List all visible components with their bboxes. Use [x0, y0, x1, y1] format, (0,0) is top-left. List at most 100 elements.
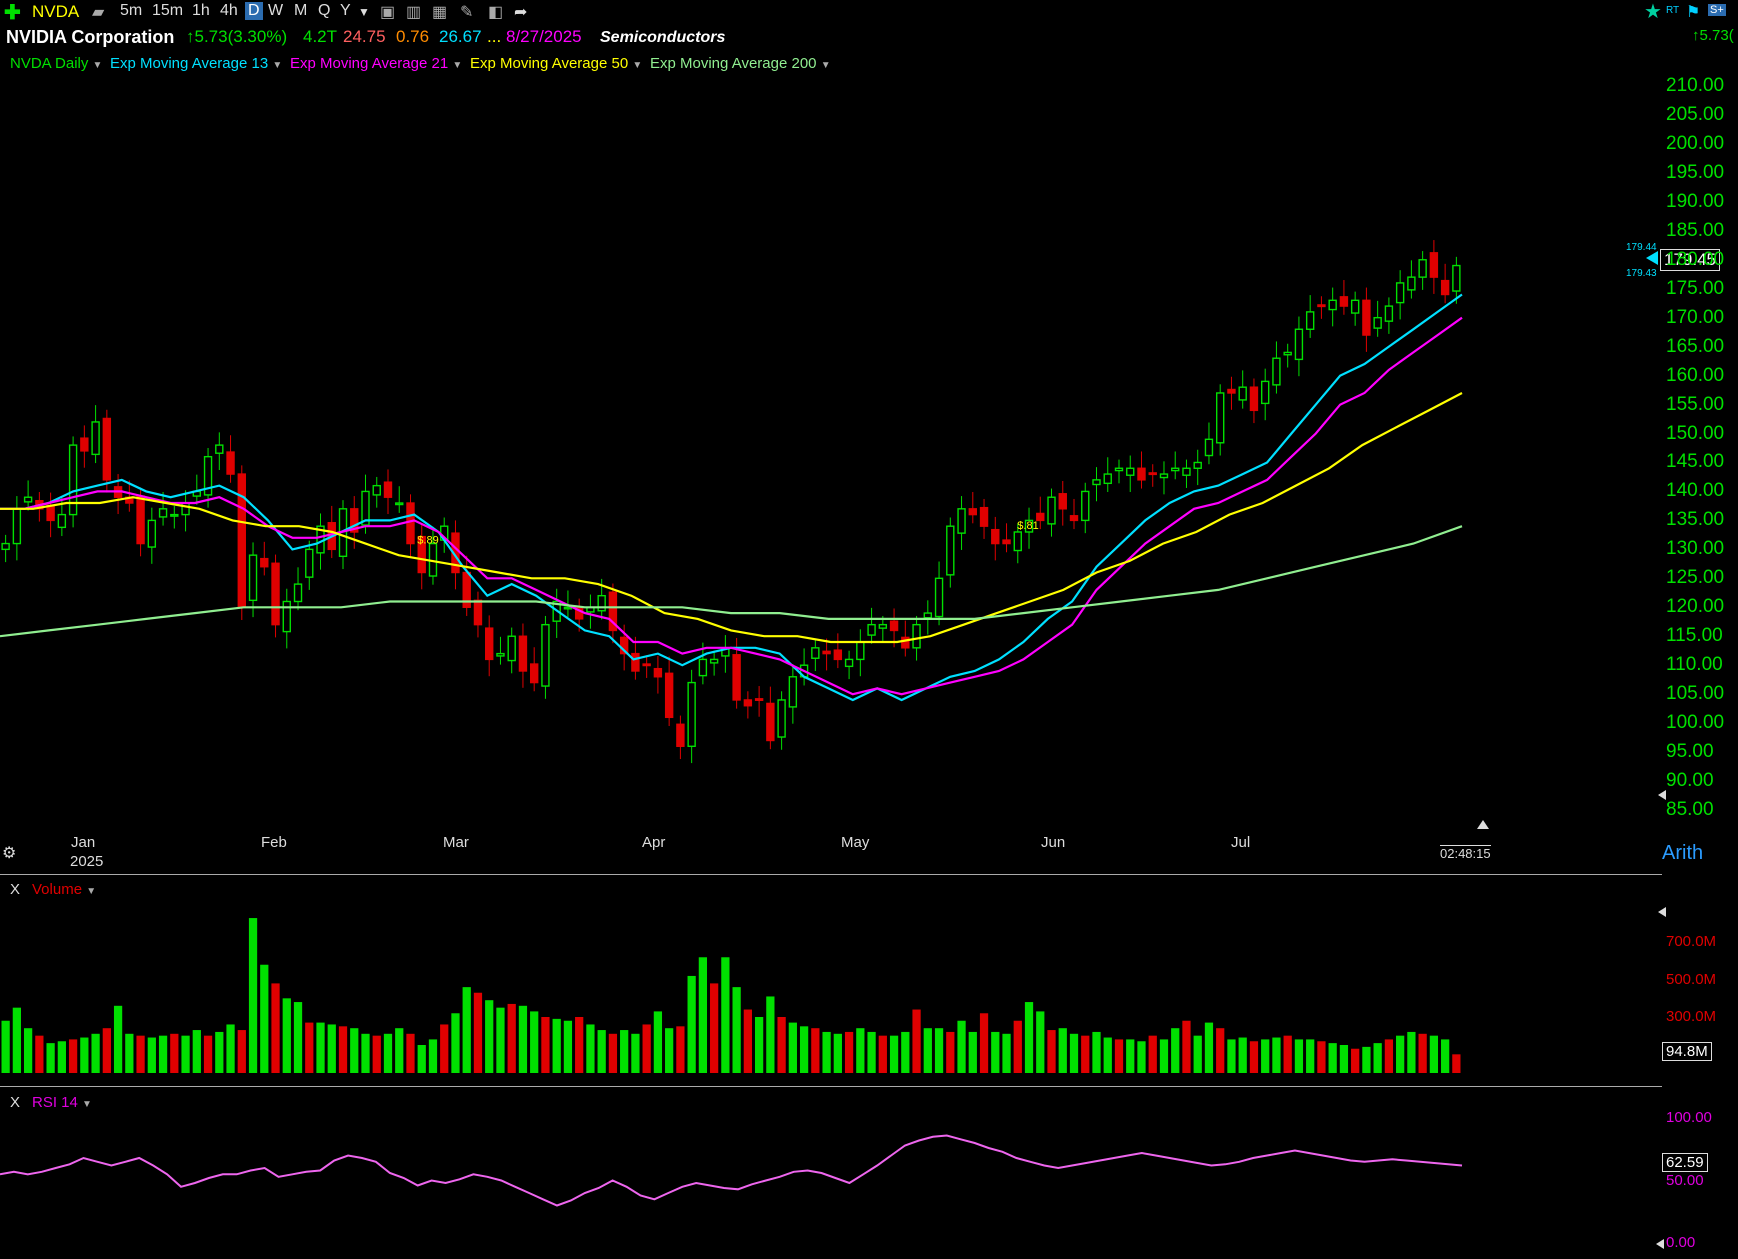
rsi-title-label: RSI 14 — [32, 1094, 78, 1111]
pencil-icon[interactable]: ✎ — [460, 4, 474, 21]
volume-bar — [203, 1035, 213, 1073]
tf-w[interactable]: W — [268, 2, 284, 19]
candle-body — [1171, 467, 1180, 472]
candle-body — [923, 612, 933, 619]
symbol-input[interactable]: NVDA — [32, 2, 80, 21]
tf-1h[interactable]: 1h — [192, 2, 210, 19]
ellipsis[interactable]: ... — [487, 27, 502, 46]
volume-scroll-icon[interactable] — [1658, 907, 1666, 917]
tf-d[interactable]: D — [245, 2, 263, 20]
candle-body — [1069, 515, 1079, 522]
volume-bar — [698, 957, 708, 1073]
candle-body — [282, 600, 291, 633]
legend-ema200[interactable]: Exp Moving Average 200 ▼ — [650, 55, 831, 72]
candle-body — [1384, 305, 1394, 322]
volume-bar — [1384, 1039, 1394, 1073]
up-arrow-icon[interactable] — [1477, 820, 1489, 829]
candle-body — [1328, 299, 1337, 311]
candle-body — [1395, 282, 1405, 304]
settings-icon[interactable]: ⚙ — [2, 845, 17, 862]
share-icon[interactable]: ➦ — [514, 4, 528, 21]
candle-body — [664, 672, 674, 719]
volume-bar — [350, 1028, 359, 1073]
legend-price[interactable]: NVDA Daily ▼ — [10, 55, 103, 72]
price-tick-label: 180.00 — [1666, 248, 1725, 270]
candle-body — [473, 599, 483, 626]
rsi-title[interactable]: RSI 14 ▼ — [32, 1094, 92, 1111]
volume-bar — [1171, 1028, 1180, 1073]
volume-bar — [991, 1031, 1000, 1073]
tf-y[interactable]: Y — [340, 2, 351, 19]
tf-m[interactable]: M — [294, 2, 308, 19]
company-name: NVIDIA Corporation — [6, 27, 175, 47]
price-tick-label: 105.00 — [1666, 683, 1725, 705]
tf-4h[interactable]: 4h — [220, 2, 238, 19]
volume-bar — [1418, 1033, 1427, 1073]
candle-body — [991, 528, 1000, 545]
legend-ema200-label: Exp Moving Average 200 — [650, 55, 817, 72]
rt-icon[interactable]: RT — [1666, 5, 1680, 16]
candle-body — [102, 417, 112, 481]
star-icon[interactable]: ★ — [1644, 1, 1662, 23]
candle-body — [136, 495, 145, 545]
candle-body — [901, 636, 910, 649]
volume-bar — [743, 1009, 752, 1073]
candle-body — [372, 484, 381, 496]
earnings-date: 8/27/2025 — [506, 27, 582, 46]
legend-ema13[interactable]: Exp Moving Average 13 ▼ — [110, 55, 283, 72]
volume-bar — [338, 1026, 348, 1073]
rsi-close-icon[interactable]: X — [10, 1094, 21, 1111]
price-tick-label: 85.00 — [1666, 799, 1714, 820]
candle-body — [619, 636, 629, 655]
scale-mode-button[interactable]: Arith — [1662, 842, 1704, 864]
rsi-scroll-icon[interactable] — [1656, 1239, 1664, 1249]
candle-body — [946, 525, 955, 576]
candle-body — [1272, 357, 1281, 386]
calculator-icon[interactable]: ▦ — [432, 4, 448, 21]
tf-q[interactable]: Q — [318, 2, 331, 19]
volume-bar — [215, 1031, 224, 1073]
volume-bar — [1317, 1041, 1326, 1073]
layers-icon[interactable]: ◧ — [488, 4, 504, 21]
rsi-chart[interactable] — [0, 1090, 1490, 1259]
candle-body — [406, 502, 415, 545]
legend-ema50[interactable]: Exp Moving Average 50 ▼ — [470, 55, 643, 72]
scroll-left-icon[interactable] — [1658, 790, 1666, 800]
volume-bar — [1193, 1035, 1202, 1073]
volume-bar — [822, 1031, 831, 1073]
candle-body — [1002, 539, 1011, 545]
price-tick-label: 160.00 — [1666, 364, 1725, 386]
candle-body — [1249, 386, 1259, 412]
add-icon[interactable]: ✚ — [4, 2, 21, 24]
candle-body — [507, 635, 516, 662]
candle-body — [844, 658, 854, 668]
candle-body — [608, 591, 618, 632]
price-tick-label: 155.00 — [1666, 393, 1725, 415]
volume-bar — [946, 1031, 955, 1073]
price-tick-label: 140.00 — [1666, 480, 1725, 502]
chart-type-icon[interactable]: ▣ — [380, 4, 396, 21]
price-tick-label: 90.00 — [1666, 770, 1714, 792]
candle-body — [1036, 512, 1045, 522]
price-chart[interactable]: $.89 $.81 — [0, 70, 1490, 870]
candle-body — [1092, 479, 1101, 486]
volume-chart[interactable] — [0, 890, 1490, 1075]
candle-body — [496, 652, 505, 657]
volume-bar — [665, 1028, 674, 1073]
volume-bar — [1249, 1041, 1259, 1073]
legend-ema21[interactable]: Exp Moving Average 21 ▼ — [290, 55, 463, 72]
tf-15m[interactable]: 15m — [152, 2, 184, 19]
volume-close-icon[interactable]: X — [10, 881, 21, 898]
briefcase-icon[interactable]: ▰ — [92, 4, 105, 21]
candle-body — [1350, 299, 1360, 314]
volume-title[interactable]: Volume ▼ — [32, 881, 97, 898]
volume-bar — [428, 1039, 438, 1073]
tf-5m[interactable]: 5m — [120, 2, 143, 19]
last-price-tag: 179.45 — [1660, 249, 1720, 271]
flag-icon[interactable]: ⚑ — [1686, 4, 1701, 21]
s-icon[interactable]: S+ — [1708, 4, 1726, 16]
bars-icon[interactable]: ▥ — [406, 4, 422, 21]
volume-bar — [1261, 1039, 1270, 1073]
dropdown-icon[interactable]: ▼ — [358, 5, 370, 19]
volume-bar — [440, 1024, 449, 1073]
